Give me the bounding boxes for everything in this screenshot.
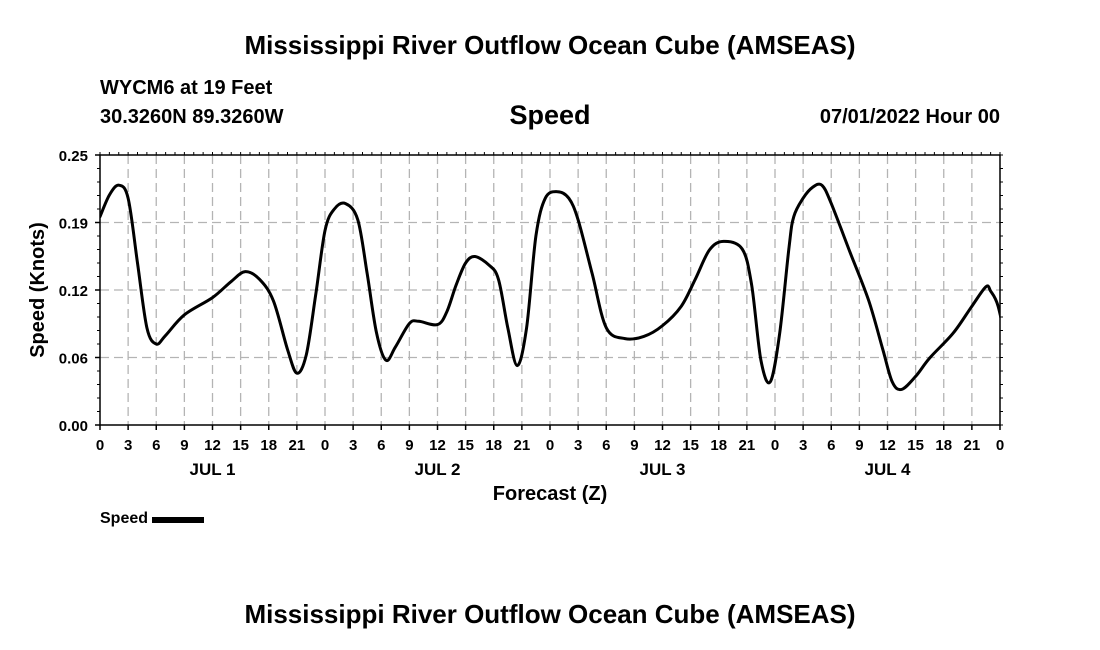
chart-title: Speed bbox=[509, 100, 591, 130]
x-tick-label: 3 bbox=[799, 437, 807, 454]
x-tick-label: 12 bbox=[204, 437, 221, 454]
x-tick-label: 0 bbox=[996, 437, 1004, 454]
x-axis-title: Forecast (Z) bbox=[493, 483, 607, 505]
x-tick-label: 21 bbox=[289, 437, 306, 454]
plot-frame bbox=[99, 154, 1001, 426]
x-tick-label: 21 bbox=[964, 437, 981, 454]
x-tick-label: 18 bbox=[260, 437, 277, 454]
x-tick-label: 3 bbox=[349, 437, 357, 454]
legend: Speed bbox=[100, 510, 205, 528]
x-tick-label: 12 bbox=[879, 437, 896, 454]
x-tick-label: 9 bbox=[405, 437, 413, 454]
x-tick-label: 18 bbox=[935, 437, 952, 454]
speed-series-line bbox=[100, 182, 1000, 392]
x-tick-label: 21 bbox=[514, 437, 531, 454]
y-axis-title: Speed (Knots) bbox=[27, 222, 49, 358]
y-tick-label: 0.06 bbox=[59, 351, 88, 368]
day-label: JUL 1 bbox=[190, 460, 236, 479]
x-tick-label: 6 bbox=[152, 437, 160, 454]
datetime-label: 07/01/2022 Hour 00 bbox=[819, 106, 1000, 128]
x-tick-label: 6 bbox=[827, 437, 835, 454]
x-tick-label: 15 bbox=[457, 437, 474, 454]
legend-label: Speed bbox=[100, 510, 149, 527]
y-tick-label: 0.00 bbox=[59, 418, 88, 435]
axis-labels: 0.00 0.06 0.12 0.19 0.25 0 3 6 9 12 15 18 21 0 3 6 9 12 15… bbox=[59, 148, 1004, 479]
x-tick-label: 3 bbox=[124, 437, 132, 454]
x-tick-label: 9 bbox=[630, 437, 638, 454]
day-label: JUL 2 bbox=[415, 460, 461, 479]
x-tick-label: 15 bbox=[907, 437, 924, 454]
day-label: JUL 3 bbox=[640, 460, 686, 479]
x-tick-label: 18 bbox=[485, 437, 502, 454]
x-tick-label: 0 bbox=[546, 437, 554, 454]
y-tick-label: 0.25 bbox=[59, 148, 88, 165]
x-tick-label: 0 bbox=[321, 437, 329, 454]
x-tick-label: 12 bbox=[654, 437, 671, 454]
x-tick-label: 9 bbox=[855, 437, 863, 454]
coordinates-label: 30.3260N 89.3260W bbox=[100, 106, 284, 128]
y-tick-label: 0.19 bbox=[59, 216, 88, 233]
x-tick-label: 6 bbox=[602, 437, 610, 454]
x-tick-label: 9 bbox=[180, 437, 188, 454]
y-tick-label: 0.12 bbox=[59, 283, 88, 300]
day-label: JUL 4 bbox=[865, 460, 912, 479]
x-tick-label: 21 bbox=[739, 437, 756, 454]
legend-swatch bbox=[152, 517, 205, 523]
x-tick-label: 3 bbox=[574, 437, 582, 454]
x-tick-label: 15 bbox=[232, 437, 249, 454]
x-tick-label: 0 bbox=[771, 437, 779, 454]
x-tick-label: 12 bbox=[429, 437, 446, 454]
page-title: Mississippi River Outflow Ocean Cube (AM… bbox=[244, 30, 856, 60]
footer-title: Mississippi River Outflow Ocean Cube (AM… bbox=[244, 599, 856, 629]
x-tick-label: 0 bbox=[96, 437, 104, 454]
x-tick-label: 18 bbox=[710, 437, 727, 454]
grid bbox=[100, 155, 1000, 425]
x-tick-label: 15 bbox=[682, 437, 699, 454]
station-label: WYCM6 at 19 Feet bbox=[100, 77, 273, 99]
x-tick-label: 6 bbox=[377, 437, 385, 454]
